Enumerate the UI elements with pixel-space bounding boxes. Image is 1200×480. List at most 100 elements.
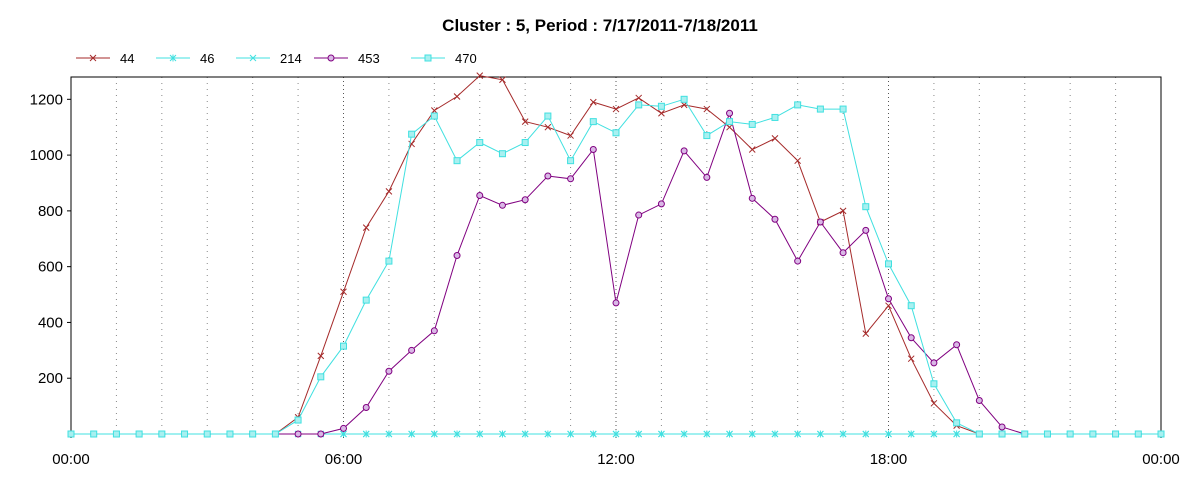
- marker-x: [703, 105, 711, 113]
- legend-item: 470: [411, 51, 477, 66]
- data-point: [771, 113, 779, 121]
- data-point: [907, 355, 915, 363]
- marker-square: [680, 95, 688, 103]
- marker-x: [499, 430, 506, 438]
- data-point: [885, 302, 892, 310]
- data-point: [430, 112, 438, 120]
- marker-x: [817, 430, 824, 438]
- data-point: [998, 430, 1006, 438]
- y-tick-label: 400: [38, 314, 63, 331]
- data-point: [521, 139, 529, 147]
- marker-x: [385, 187, 393, 195]
- marker-square: [998, 430, 1006, 438]
- data-point: [294, 416, 302, 424]
- data-point: [635, 101, 643, 109]
- marker-x: [680, 430, 688, 438]
- data-point: [703, 105, 711, 113]
- marker-circle: [567, 175, 575, 183]
- data-point: [748, 430, 756, 438]
- marker-square: [181, 430, 189, 438]
- data-point: [90, 430, 98, 438]
- data-point: [907, 430, 915, 438]
- marker-circle: [317, 430, 325, 438]
- data-point: [112, 430, 120, 438]
- marker-square: [453, 157, 461, 165]
- data-point: [1066, 430, 1074, 438]
- marker-square: [424, 54, 432, 62]
- marker-x: [589, 430, 597, 438]
- x-tick-label: 00:00: [1142, 451, 1180, 468]
- marker-x: [499, 76, 506, 84]
- legend: 44 46 214 453 470: [76, 51, 477, 66]
- marker-x: [408, 430, 415, 438]
- data-point: [885, 430, 892, 438]
- marker-x: [703, 430, 711, 438]
- data-point: [657, 200, 665, 208]
- marker-circle: [476, 192, 484, 200]
- marker-square: [1157, 430, 1165, 438]
- marker-square: [362, 296, 370, 304]
- data-point: [680, 430, 688, 438]
- marker-x: [544, 123, 552, 131]
- data-point: [907, 334, 915, 342]
- marker-x: [362, 224, 370, 231]
- x-tick-label: 18:00: [870, 451, 908, 468]
- data-point: [612, 105, 620, 113]
- marker-x: [635, 430, 643, 438]
- data-point: [975, 397, 983, 405]
- series-470: [67, 95, 1165, 438]
- marker-square: [340, 342, 347, 350]
- marker-x: [589, 98, 597, 106]
- marker-circle: [953, 341, 961, 349]
- legend-label: 470: [455, 51, 477, 66]
- marker-x: [794, 157, 802, 165]
- marker-square: [90, 430, 98, 438]
- data-point: [726, 123, 733, 131]
- data-point: [317, 352, 325, 360]
- marker-square: [521, 139, 529, 147]
- data-point: [499, 76, 506, 84]
- marker-x: [567, 132, 574, 139]
- data-point: [271, 430, 279, 438]
- marker-x: [726, 123, 733, 131]
- marker-x: [453, 93, 461, 100]
- data-point: [544, 123, 552, 131]
- data-point: [930, 399, 938, 407]
- marker-square: [726, 118, 734, 126]
- data-point: [203, 430, 211, 438]
- data-point: [839, 430, 847, 438]
- legend-label: 214: [280, 51, 302, 66]
- legend-item: 44: [76, 51, 134, 66]
- data-point: [498, 150, 506, 158]
- marker-circle: [589, 146, 597, 154]
- marker-square: [1134, 430, 1142, 438]
- marker-circle: [612, 299, 620, 307]
- marker-x: [249, 54, 257, 62]
- marker-square: [839, 105, 847, 113]
- marker-x: [340, 430, 347, 438]
- x-tick-label: 00:00: [52, 451, 90, 468]
- marker-x: [726, 430, 733, 438]
- y-tick-label: 1200: [30, 91, 63, 108]
- data-point: [862, 203, 870, 211]
- marker-x: [453, 430, 461, 438]
- data-point: [771, 215, 779, 223]
- marker-square: [226, 430, 234, 438]
- data-point: [430, 107, 438, 114]
- data-point: [544, 172, 552, 180]
- marker-x: [794, 430, 802, 438]
- marker-x: [658, 430, 665, 438]
- data-point: [771, 430, 779, 438]
- data-point: [362, 296, 370, 304]
- marker-circle: [340, 424, 347, 432]
- data-point: [726, 118, 734, 126]
- data-point: [1089, 430, 1097, 438]
- data-point: [748, 194, 756, 202]
- data-point: [476, 72, 484, 79]
- x-tick-label: 12:00: [597, 451, 635, 468]
- chart-title: Cluster : 5, Period : 7/17/2011-7/18/201…: [442, 16, 758, 35]
- y-tick-label: 800: [38, 203, 63, 220]
- marker-x: [635, 94, 643, 102]
- data-point: [794, 430, 802, 438]
